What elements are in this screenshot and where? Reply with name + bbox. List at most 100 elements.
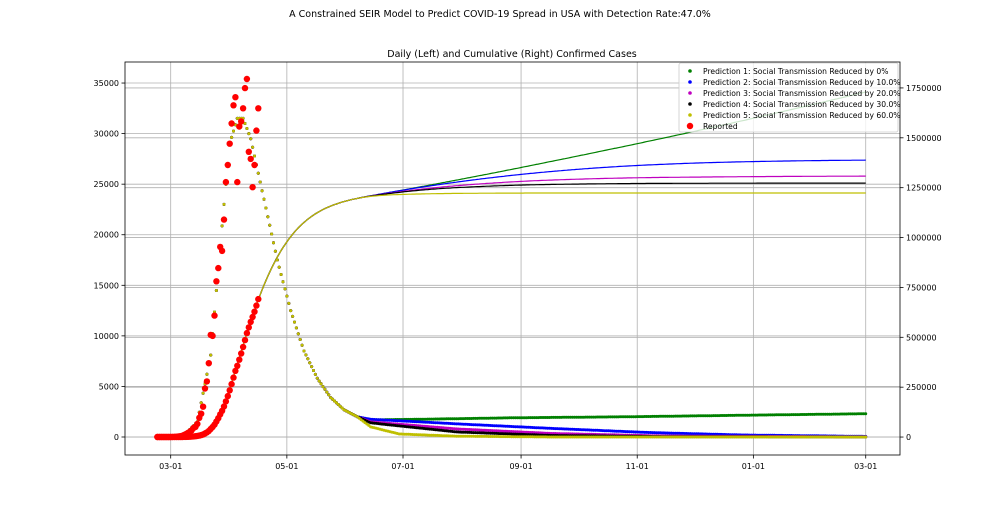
reported-daily-point <box>215 264 222 272</box>
daily-point <box>214 289 218 292</box>
reported-daily-point <box>198 410 205 417</box>
left-y-tick-label: 10000 <box>94 332 119 341</box>
daily-points-prediction-4 <box>169 116 868 439</box>
reported-cumulative-point <box>243 329 251 337</box>
legend-entry: Prediction 3: Social Transmission Reduce… <box>688 89 901 98</box>
reported-cumulative-point <box>222 398 230 405</box>
reported-cumulative-point <box>224 392 231 400</box>
reported-points <box>154 75 262 441</box>
reported-daily-point <box>211 312 218 319</box>
daily-point <box>323 387 327 391</box>
reported-cumulative-point <box>228 380 235 388</box>
x-tick-label: 03-01 <box>854 462 877 471</box>
cumulative-line-prediction-4 <box>157 182 866 438</box>
x-tick-label: 05-01 <box>275 462 298 471</box>
daily-point <box>270 232 274 236</box>
right-y-tick-label: 0 <box>906 433 911 442</box>
daily-point <box>281 280 285 284</box>
daily-point <box>325 390 329 394</box>
right-y-tick-label: 750000 <box>906 283 937 292</box>
right-y-tick-label: 1750000 <box>906 84 942 93</box>
left-y-tick-label: 15000 <box>94 281 119 290</box>
reported-cumulative-point <box>239 343 247 351</box>
reported-cumulative-point <box>251 308 258 315</box>
daily-point <box>277 265 281 269</box>
daily-point <box>249 137 253 141</box>
daily-point <box>273 249 277 253</box>
reported-cumulative-point <box>220 403 228 410</box>
reported-daily-point <box>230 102 237 109</box>
daily-point <box>245 127 249 130</box>
daily-point <box>315 376 319 380</box>
reported-daily-point <box>199 403 207 410</box>
daily-point <box>230 135 234 139</box>
legend: Prediction 1: Social Transmission Reduce… <box>678 62 901 133</box>
left-y-tick-label: 0 <box>114 433 119 442</box>
reported-daily-point <box>203 378 211 385</box>
daily-point <box>313 372 317 376</box>
legend-entry: Prediction 2: Social Transmission Reduce… <box>688 78 901 87</box>
right-y-tick-label: 1000000 <box>906 234 942 243</box>
right-y-tick-label: 500000 <box>906 333 937 342</box>
x-tick-label: 03-01 <box>159 462 182 471</box>
legend-marker <box>688 69 692 73</box>
legend-marker <box>688 91 692 95</box>
left-y-tick-label: 35000 <box>94 79 119 88</box>
reported-daily-point <box>232 94 239 101</box>
reported-daily-point <box>224 161 231 169</box>
legend-label: Prediction 2: Social Transmission Reduce… <box>703 78 901 87</box>
reported-daily-point <box>236 123 243 130</box>
reported-daily-point <box>249 184 256 191</box>
daily-point <box>222 202 226 206</box>
daily-point <box>864 412 868 416</box>
axes-title: Daily (Left) and Cumulative (Right) Conf… <box>387 49 637 60</box>
reported-daily-point <box>218 247 226 255</box>
daily-point <box>291 314 295 318</box>
daily-point <box>864 435 868 439</box>
cumulative-line-prediction-1 <box>157 91 866 438</box>
daily-point <box>308 361 312 365</box>
reported-cumulative-point <box>226 387 233 394</box>
x-tick-label: 09-01 <box>509 462 532 471</box>
right-y-tick-label: 1250000 <box>906 184 942 193</box>
daily-point <box>260 189 264 193</box>
reported-daily-point <box>222 178 230 186</box>
legend-label: Prediction 3: Social Transmission Reduce… <box>703 89 901 98</box>
daily-point <box>312 369 315 372</box>
axes-frame <box>124 61 901 456</box>
daily-point <box>285 294 289 298</box>
daily-point <box>293 320 296 324</box>
reported-cumulative-point <box>230 374 237 381</box>
left-y-tick-label: 5000 <box>99 382 119 391</box>
daily-point <box>283 287 287 291</box>
reported-daily-point <box>243 75 251 83</box>
reported-daily-point <box>194 420 201 428</box>
daily-point <box>247 132 251 136</box>
daily-point <box>289 309 293 313</box>
reported-daily-point <box>241 84 249 92</box>
cumulative-line-prediction-5 <box>157 192 866 438</box>
x-tick-label: 01-01 <box>742 462 765 471</box>
daily-point <box>232 129 235 133</box>
figure-title: A Constrained SEIR Model to Predict COVI… <box>289 9 711 20</box>
reported-daily-point <box>213 278 220 285</box>
cumulative-line-prediction-3 <box>157 175 866 438</box>
daily-point <box>272 241 275 245</box>
reported-daily-point <box>220 216 228 223</box>
legend-entry: Prediction 4: Social Transmission Reduce… <box>688 100 901 109</box>
daily-points-prediction-1 <box>169 116 868 439</box>
daily-point <box>338 404 342 408</box>
daily-point <box>199 401 203 405</box>
cumulative-line-prediction-2 <box>157 159 866 438</box>
daily-point <box>275 258 279 262</box>
reported-daily-point <box>238 118 245 125</box>
daily-point <box>205 372 209 376</box>
reported-daily-point <box>226 140 233 147</box>
daily-point <box>268 223 272 227</box>
legend-label: Prediction 1: Social Transmission Reduce… <box>703 67 888 76</box>
right-y-tick-label: 250000 <box>906 383 937 392</box>
daily-point <box>310 365 314 369</box>
x-tick-label: 11-01 <box>626 462 649 471</box>
daily-point <box>302 349 306 353</box>
daily-point <box>298 338 302 341</box>
